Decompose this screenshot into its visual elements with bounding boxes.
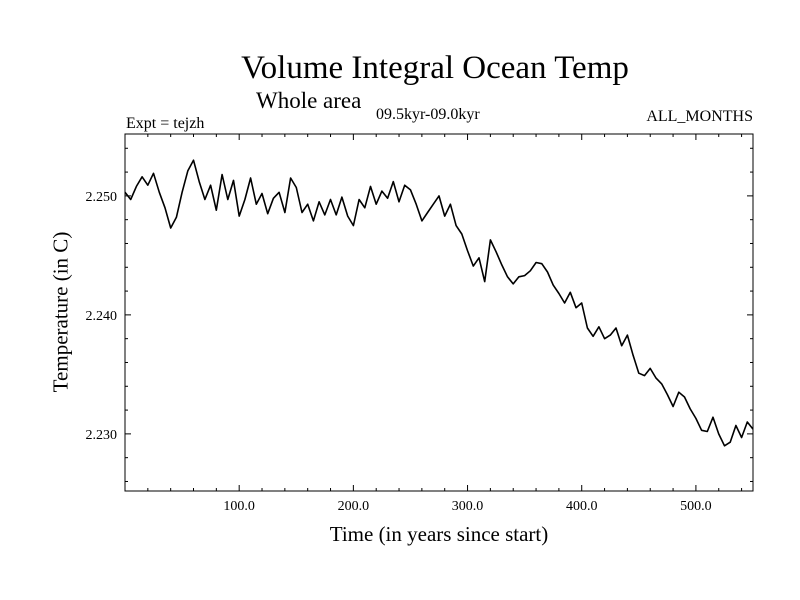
- x-axis-label: Time (in years since start): [329, 522, 549, 546]
- y-tick-label: 2.250: [86, 190, 118, 205]
- x-tick-label: 400.0: [566, 499, 598, 514]
- y-tick-label: 2.240: [86, 309, 118, 324]
- x-tick-label: 200.0: [338, 499, 370, 514]
- x-axis-ticks: 100.0 200.0 300.0 400.0 500.0: [124, 134, 743, 514]
- period-label: 09.5kyr-09.0kyr: [376, 106, 480, 123]
- temperature-series-line: [124, 159, 754, 447]
- y-axis-ticks: 2.230 2.240 2.250: [86, 147, 753, 482]
- chart-subtitle: Whole area: [256, 88, 362, 113]
- y-tick-label: 2.230: [86, 428, 118, 443]
- x-tick-label: 300.0: [452, 499, 484, 514]
- x-tick-label: 100.0: [223, 499, 255, 514]
- months-label: ALL_MONTHS: [646, 108, 753, 125]
- experiment-label: Expt = tejzh: [126, 115, 205, 132]
- plot-frame: [124, 133, 754, 492]
- chart-title: Volume Integral Ocean Temp: [241, 50, 629, 86]
- x-tick-label: 500.0: [680, 499, 712, 514]
